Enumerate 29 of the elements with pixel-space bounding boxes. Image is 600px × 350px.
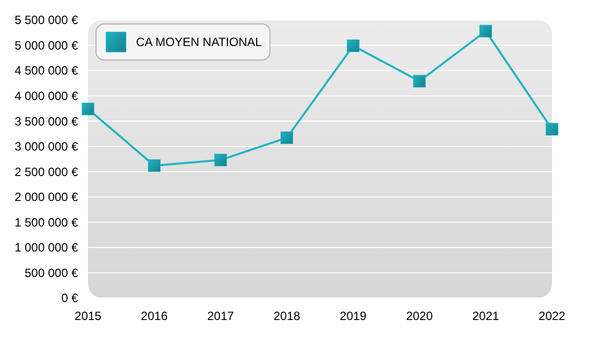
y-tick-label: 2 500 000 € — [14, 164, 78, 179]
x-tick-label: 2021 — [472, 309, 500, 323]
y-tick-label: 2 000 000 € — [14, 190, 78, 204]
y-tick-label: 4 000 000 € — [14, 89, 78, 104]
point — [148, 159, 161, 172]
point — [413, 74, 426, 88]
point — [346, 40, 360, 52]
x-tick-label: 2016 — [140, 309, 168, 323]
y-tick-label: 0 € — [61, 291, 78, 306]
point — [280, 132, 294, 144]
y-tick-label: 4 500 000 € — [14, 64, 78, 78]
y-tick-label: 1 000 000 € — [14, 240, 78, 255]
x-tick-label: 2018 — [274, 309, 301, 323]
x-tick-label: 2022 — [538, 309, 566, 323]
y-tick-label: 1 500 000 € — [14, 215, 78, 230]
point — [82, 102, 94, 116]
y-tick-label: 5 000 000 € — [14, 38, 78, 52]
point — [214, 154, 227, 166]
x-tick-label: 2019 — [340, 309, 367, 323]
point — [479, 24, 492, 38]
x-tick-label: 2020 — [406, 309, 434, 323]
point — [546, 122, 558, 136]
y-tick-label: 5 500 000 € — [14, 13, 78, 28]
y-tick-label: 500 000 € — [24, 266, 78, 280]
y-tick-label: 3 500 000 € — [14, 114, 78, 128]
x-tick-label: 2017 — [207, 309, 234, 323]
legend-label: CA MOYEN NATIONAL — [136, 35, 262, 50]
x-tick-label: 2015 — [74, 309, 102, 323]
y-tick-label: 3 000 000 € — [14, 140, 78, 154]
